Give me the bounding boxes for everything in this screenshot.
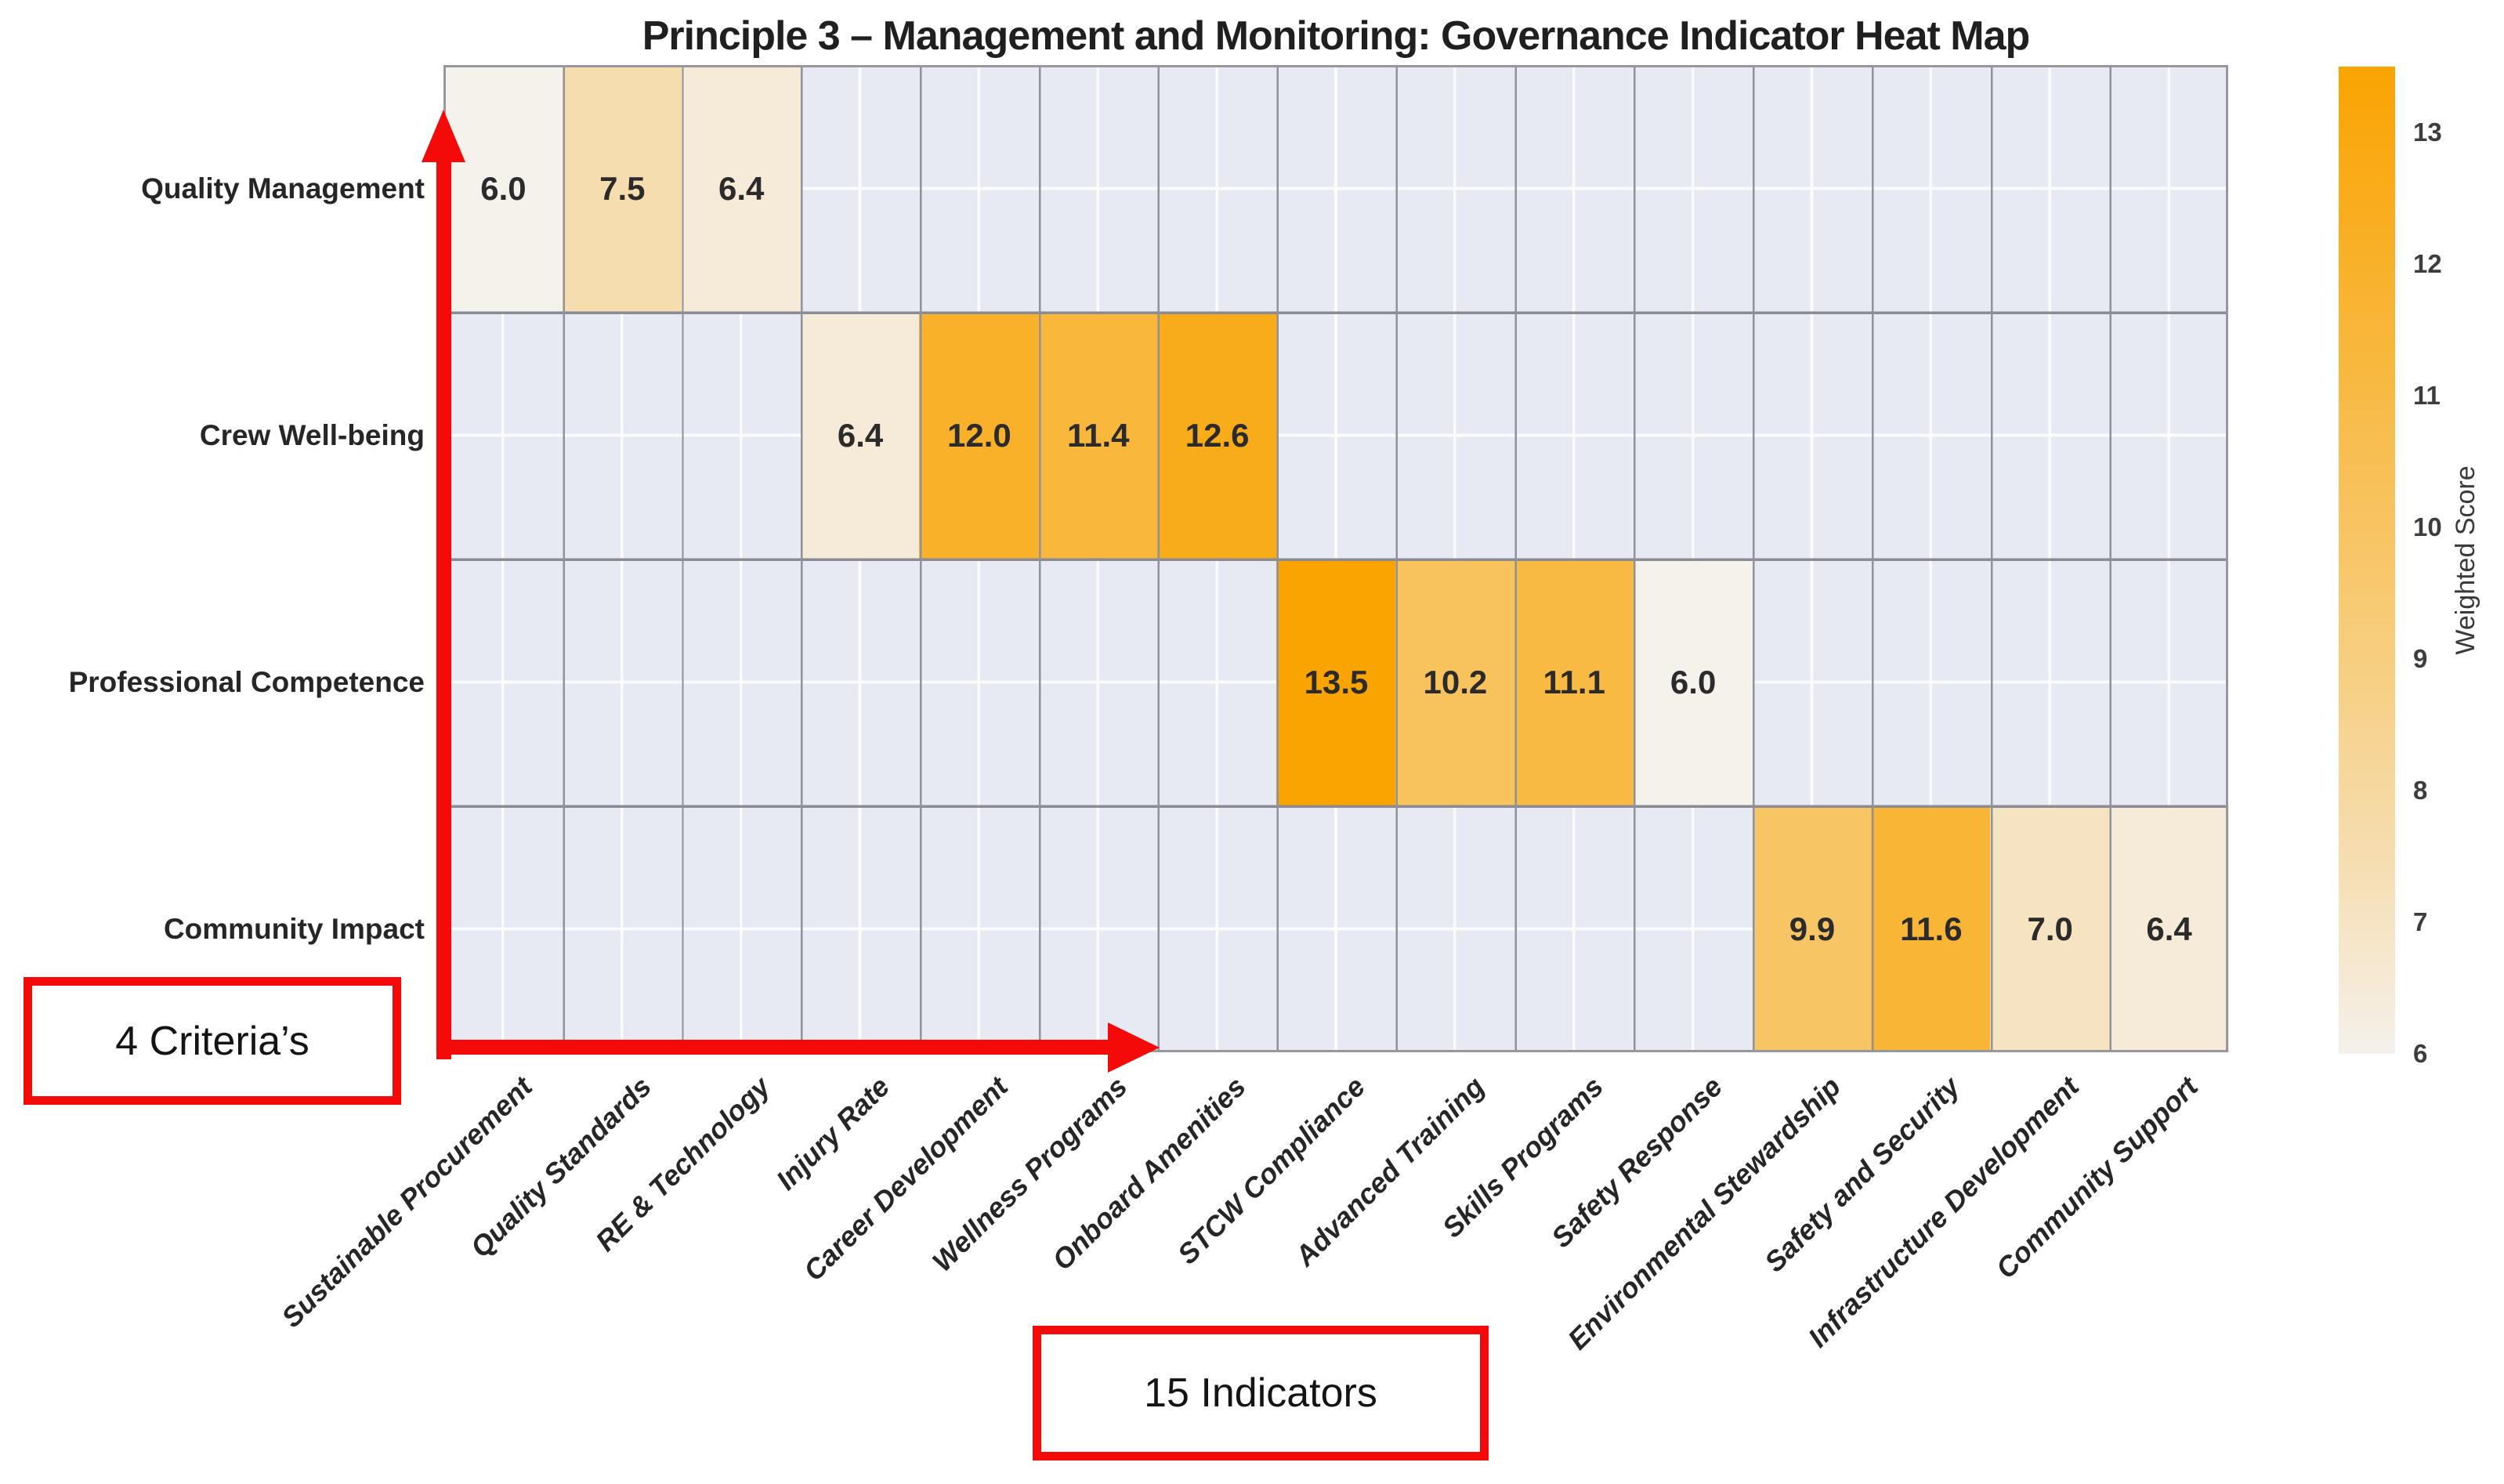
x-axis-label: Onboard Amenities: [1046, 1070, 1253, 1276]
cell-value: 11.1: [1543, 663, 1605, 700]
heatmap-cell: 6.0: [1633, 559, 1753, 805]
colorbar-tick-label: 12: [2413, 249, 2442, 278]
heatmap-cell: 11.4: [1038, 312, 1159, 559]
heatmap-cell: 12.0: [919, 312, 1040, 559]
y-axis-label: Professional Competence: [68, 665, 425, 698]
cell-value: 11.6: [1900, 910, 1963, 947]
cell-value: 7.0: [2027, 910, 2073, 947]
cell-value: 7.5: [599, 169, 646, 207]
x-axis-label: Sustainable Procurement: [274, 1070, 538, 1334]
colorbar-tick-label: 8: [2413, 776, 2428, 805]
cell-value: 12.0: [947, 416, 1011, 454]
y-axis-label: Quality Management: [141, 172, 425, 205]
y-axis-label: Crew Well-being: [199, 418, 425, 451]
colorbar-tick-label: 9: [2413, 644, 2428, 673]
heatmap-cell: 13.5: [1276, 559, 1396, 805]
colorbar-tick-label: 10: [2413, 512, 2442, 541]
heatmap-cell: 7.5: [562, 65, 682, 312]
x-axis-label: Injury Rate: [769, 1070, 896, 1196]
heatmap-cell: 6.0: [443, 65, 563, 312]
colorbar-tick-label: 13: [2413, 118, 2442, 147]
heatmap-cell: 6.4: [2109, 805, 2230, 1052]
cell-value: 11.4: [1067, 416, 1130, 454]
heatmap-cell: 6.4: [681, 65, 801, 312]
indicators-box-label: 15 Indicators: [1144, 1370, 1377, 1416]
x-axis-label: Community Support: [1989, 1070, 2205, 1285]
heatmap-cell: 10.2: [1395, 559, 1515, 805]
cell-value: 9.9: [1789, 910, 1836, 947]
criteria-annotation-box: 4 Criteria’s: [24, 977, 401, 1105]
heatmap-cell: 11.6: [1871, 805, 1992, 1052]
cell-value: 6.0: [480, 169, 526, 207]
colorbar-tick-label: 7: [2413, 907, 2428, 936]
x-axis-label: Safety and Security: [1758, 1070, 1967, 1279]
cell-value: 6.0: [1670, 663, 1717, 700]
cell-value: 6.4: [2146, 910, 2192, 947]
cell-value: 6.4: [718, 169, 765, 207]
heatmap-cell: 9.9: [1752, 805, 1873, 1052]
heatmap-cell: 12.6: [1157, 312, 1278, 559]
cell-value: 10.2: [1423, 663, 1488, 700]
heatmap-cells-layer: 6.0 7.5 6.4 6.4 12.0 11.4 12.6 13.5 10.2 11.1 6.0 9…: [443, 65, 2230, 1052]
heatmap-cell: 7.0: [1990, 805, 2111, 1052]
cell-value: 6.4: [837, 416, 884, 454]
cell-value: 12.6: [1185, 416, 1250, 454]
heatmap-plot: 6.0 7.5 6.4 6.4 12.0 11.4 12.6 13.5 10.2 11.1 6.0 9…: [443, 65, 2230, 1052]
colorbar-tick-label: 6: [2413, 1039, 2428, 1068]
colorbar-gradient: [2339, 67, 2395, 1054]
cell-value: 13.5: [1304, 663, 1369, 700]
chart-title: Principle 3 – Management and Monitoring:…: [642, 13, 2031, 59]
colorbar-tick-label: 11: [2413, 381, 2441, 410]
indicators-annotation-box: 15 Indicators: [1033, 1326, 1489, 1460]
colorbar-axis-label: Weighted Score: [2451, 465, 2480, 655]
heatmap-cell: 6.4: [800, 312, 921, 559]
x-axis-label: Wellness Programs: [925, 1070, 1134, 1278]
y-axis-label: Community Impact: [163, 912, 425, 945]
heatmap-cell: 11.1: [1514, 559, 1634, 805]
criteria-box-label: 4 Criteria’s: [115, 1018, 309, 1064]
x-axis-label: Career Development: [797, 1070, 1015, 1287]
